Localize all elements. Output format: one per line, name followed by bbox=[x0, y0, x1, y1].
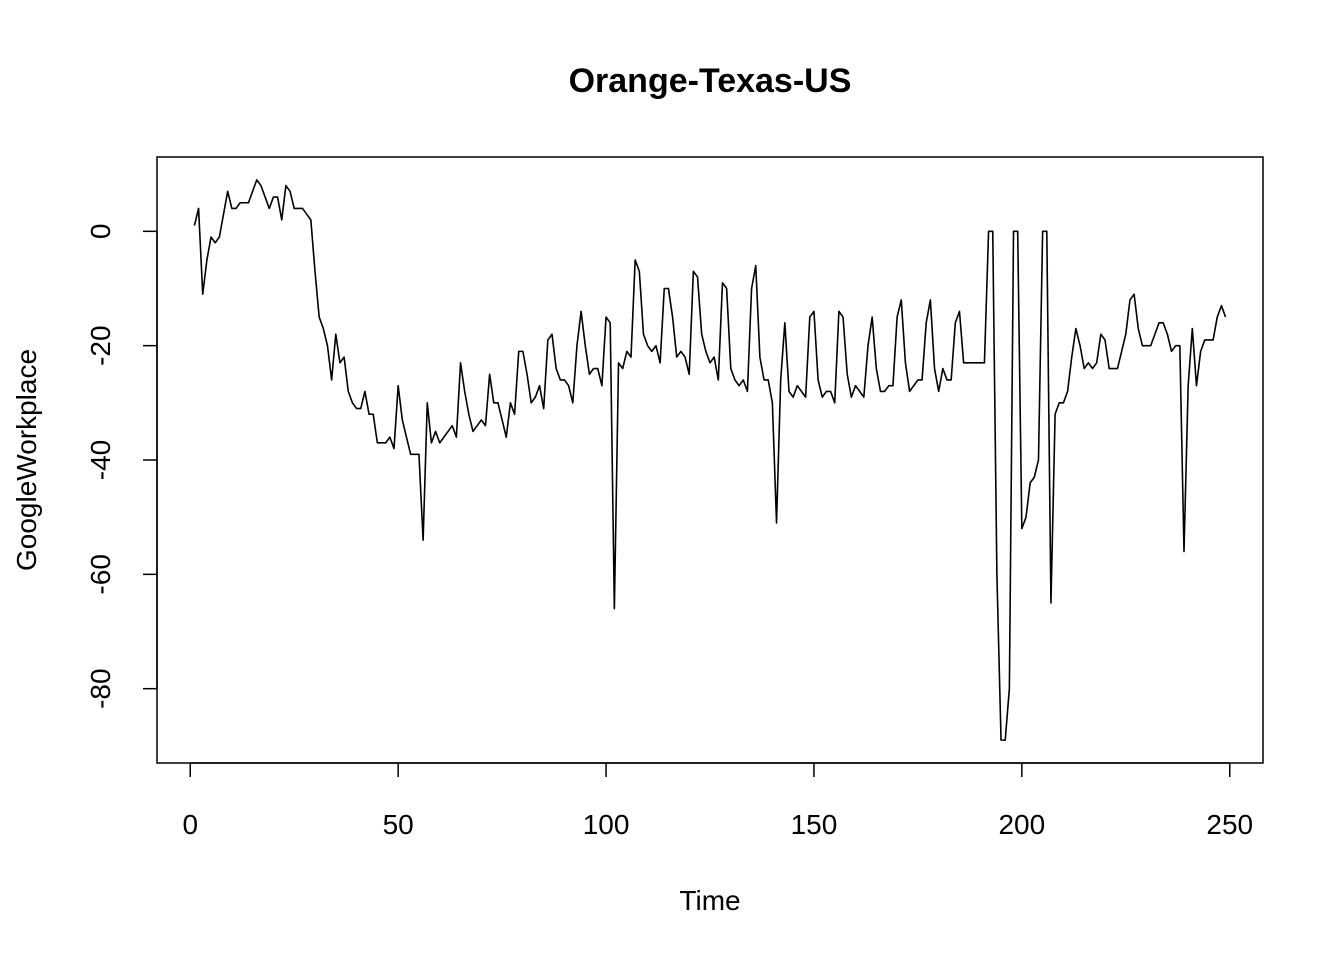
x-tick-label: 0 bbox=[182, 809, 198, 840]
x-tick-label: 50 bbox=[383, 809, 414, 840]
y-axis: 0 -20 -40 -60 -80 bbox=[85, 224, 158, 709]
y-tick-label: -40 bbox=[85, 440, 116, 480]
y-axis-label: GoogleWorkplace bbox=[11, 349, 42, 571]
x-tick-label: 200 bbox=[998, 809, 1045, 840]
y-tick-label: -60 bbox=[85, 554, 116, 594]
x-axis-label: Time bbox=[679, 885, 740, 916]
plot-frame bbox=[156, 156, 1264, 764]
chart-title: Orange-Texas-US bbox=[569, 62, 852, 100]
x-tick-label: 150 bbox=[791, 809, 838, 840]
y-tick-label: -80 bbox=[85, 668, 116, 708]
y-tick-label: -20 bbox=[85, 325, 116, 365]
series-line bbox=[193, 179, 1227, 741]
x-tick-label: 100 bbox=[583, 809, 630, 840]
x-tick-label: 250 bbox=[1206, 809, 1253, 840]
x-axis: 0 50 100 150 200 250 bbox=[182, 762, 1253, 840]
y-tick-label: 0 bbox=[85, 224, 116, 240]
